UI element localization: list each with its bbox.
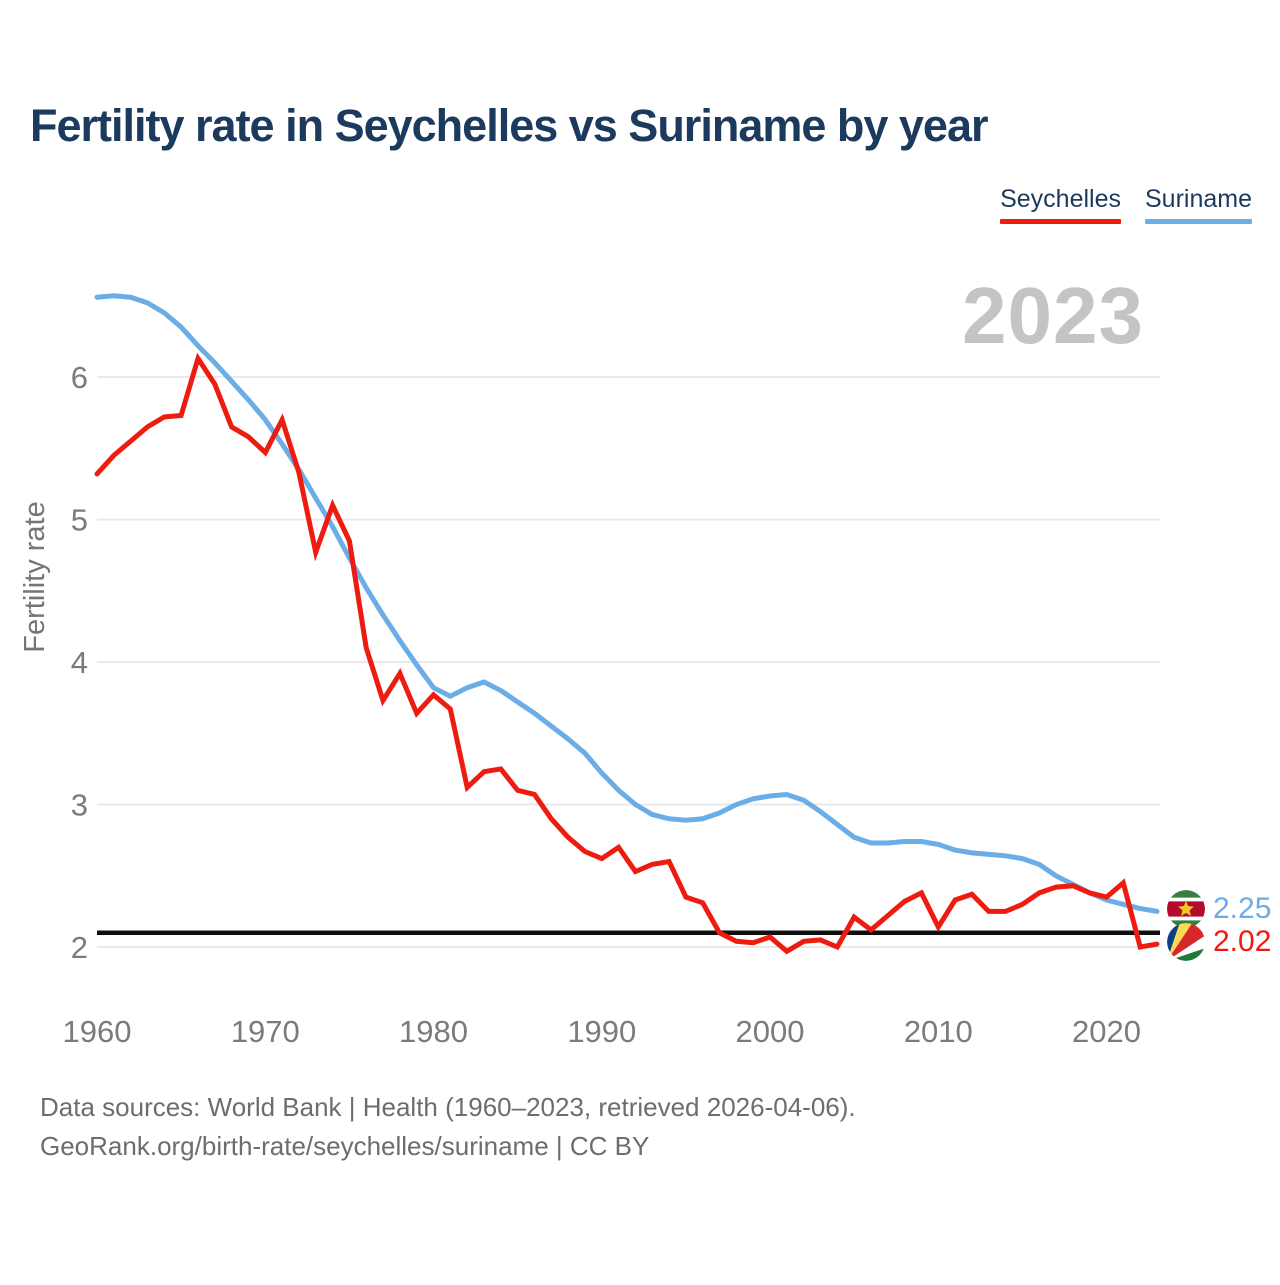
legend-item-suriname[interactable]: Suriname	[1145, 185, 1252, 224]
legend-item-seychelles[interactable]: Seychelles	[1000, 185, 1121, 224]
series-line-seychelles	[94, 352, 1160, 955]
source-note: Data sources: World Bank | Health (1960–…	[40, 1088, 856, 1166]
end-label-suriname: 2.25	[1167, 890, 1271, 928]
x-tick-label: 1980	[399, 1014, 468, 1049]
x-tick-label: 2010	[904, 1014, 973, 1049]
y-tick-label: 2	[71, 930, 88, 965]
seychelles-flag-icon	[1167, 923, 1205, 961]
legend-label-suriname: Suriname	[1145, 185, 1252, 213]
year-watermark: 2023	[962, 271, 1144, 360]
x-tick-label: 1970	[231, 1014, 300, 1049]
y-tick-label: 3	[71, 788, 88, 823]
end-label-seychelles: 2.02	[1167, 923, 1271, 961]
end-value-seychelles: 2.02	[1213, 925, 1272, 958]
x-tick-label: 1990	[567, 1014, 636, 1049]
suriname-flag-icon	[1167, 890, 1205, 928]
source-line-2: GeoRank.org/birth-rate/seychelles/surina…	[40, 1131, 650, 1161]
legend-color-bar-seychelles	[1000, 219, 1121, 224]
legend: Seychelles Suriname	[1000, 185, 1252, 224]
y-tick-label: 5	[71, 503, 88, 538]
legend-label-seychelles: Seychelles	[1000, 185, 1121, 213]
y-axis-label: Fertility rate	[19, 501, 51, 652]
source-line-1: Data sources: World Bank | Health (1960–…	[40, 1092, 856, 1122]
page-title: Fertility rate in Seychelles vs Suriname…	[30, 100, 988, 151]
x-tick-label: 2020	[1072, 1014, 1141, 1049]
y-tick-label: 4	[71, 645, 88, 680]
end-value-suriname: 2.25	[1213, 892, 1272, 925]
y-tick-label: 6	[71, 360, 88, 395]
series-line-suriname	[94, 293, 1160, 914]
x-tick-label: 1960	[63, 1014, 132, 1049]
legend-color-bar-suriname	[1145, 219, 1252, 224]
x-tick-label: 2000	[736, 1014, 805, 1049]
